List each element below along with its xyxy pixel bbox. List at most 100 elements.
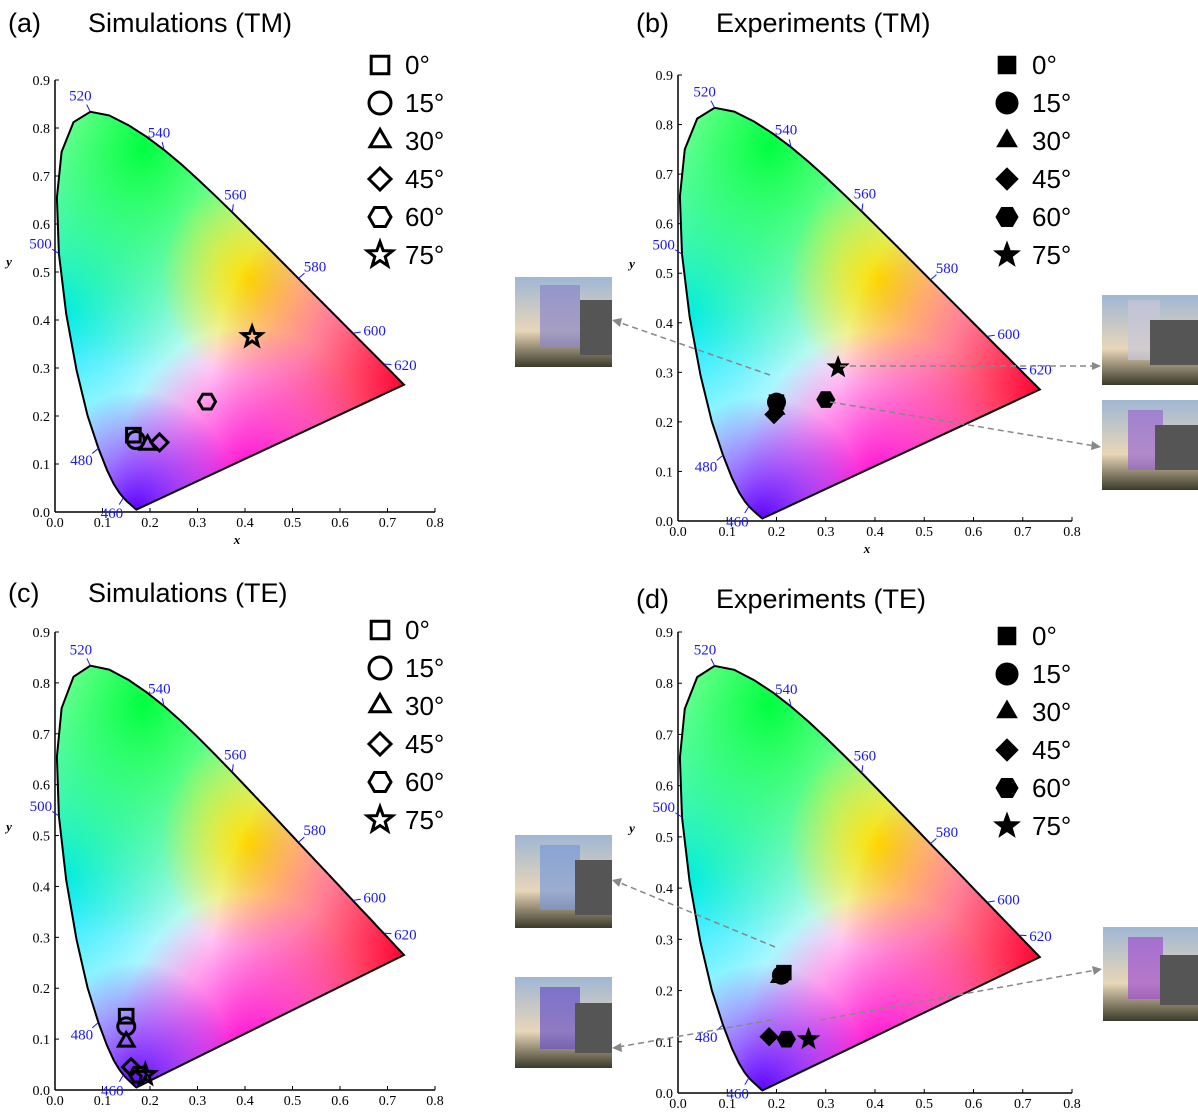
wavelength-label: 600 xyxy=(363,324,386,340)
chart-title: Experiments (TE) xyxy=(716,584,926,614)
panel: 0.00.10.20.30.40.50.60.70.80.00.10.20.30… xyxy=(627,584,1081,1112)
legend-marker xyxy=(996,208,1018,227)
y-tick-label: 0.9 xyxy=(33,74,51,89)
y-tick-label: 0.3 xyxy=(656,366,674,381)
wavelength-tick xyxy=(232,204,233,212)
legend-label: 30° xyxy=(1032,126,1071,156)
x-tick-label: 0.6 xyxy=(965,525,983,540)
wavelength-label: 540 xyxy=(148,682,171,698)
legend-marker xyxy=(369,773,391,792)
x-tick-label: 0.3 xyxy=(189,516,207,531)
wavelength-tick xyxy=(87,105,91,112)
legend-marker xyxy=(996,92,1018,114)
x-tick-label: 0.6 xyxy=(331,516,349,531)
wavelength-tick xyxy=(745,506,749,513)
plots: 0.00.10.20.30.40.50.60.70.80.00.10.20.30… xyxy=(4,8,1081,1112)
wavelength-label: 620 xyxy=(1029,929,1052,945)
gamut-layer xyxy=(678,663,1042,1093)
gamut-fill xyxy=(678,105,1042,521)
chart-title: Simulations (TE) xyxy=(88,578,288,608)
y-tick-label: 0.0 xyxy=(656,515,674,530)
wavelength-label: 580 xyxy=(304,260,327,276)
y-tick-label: 0.6 xyxy=(33,779,51,794)
data-point xyxy=(777,1031,795,1047)
y-axis-label: y xyxy=(627,256,635,271)
y-tick-label: 0.8 xyxy=(33,677,51,692)
wavelength-label: 500 xyxy=(30,799,53,815)
x-tick-label: 0.4 xyxy=(236,1094,254,1109)
y-axis-label: y xyxy=(4,819,12,834)
legend-label: 75° xyxy=(1032,240,1071,270)
panel: 0.00.10.20.30.40.50.60.70.80.00.10.20.30… xyxy=(627,8,1081,556)
legend-label: 60° xyxy=(405,767,444,797)
gamut-layer xyxy=(55,109,407,512)
wavelength-label: 560 xyxy=(224,747,247,763)
y-tick-label: 0.7 xyxy=(656,168,674,183)
wavelength-label: 460 xyxy=(101,1083,124,1099)
legend-label: 15° xyxy=(405,653,444,683)
x-tick-label: 0.4 xyxy=(236,516,254,531)
legend-marker xyxy=(996,663,1018,685)
wavelength-tick xyxy=(711,659,715,666)
wavelength-tick xyxy=(232,764,233,772)
x-tick-label: 0.8 xyxy=(426,1094,444,1109)
x-tick-label: 0.7 xyxy=(379,1094,397,1109)
x-tick-label: 0.2 xyxy=(141,516,159,531)
wavelength-label: 560 xyxy=(854,187,877,203)
legend-label: 60° xyxy=(1032,202,1071,232)
y-tick-label: 0.8 xyxy=(656,677,674,692)
legend-marker xyxy=(996,739,1018,761)
legend-label: 15° xyxy=(405,88,444,118)
y-axis-label: y xyxy=(4,254,12,269)
y-tick-label: 0.4 xyxy=(33,880,51,895)
wavelength-tick xyxy=(119,1075,123,1082)
y-tick-label: 0.2 xyxy=(33,982,51,997)
wavelength-label: 520 xyxy=(693,85,716,101)
wavelength-tick xyxy=(92,1022,98,1027)
panel-label: (c) xyxy=(8,578,39,608)
legend-marker xyxy=(997,701,1017,718)
y-tick-label: 0.9 xyxy=(656,69,674,84)
legend-label: 45° xyxy=(405,164,444,194)
y-tick-label: 0.0 xyxy=(656,1087,674,1102)
y-tick-label: 0.9 xyxy=(656,626,674,641)
panel-label: (d) xyxy=(636,584,669,614)
x-tick-label: 0.3 xyxy=(817,525,835,540)
legend-marker xyxy=(369,733,391,755)
wavelength-label: 560 xyxy=(224,187,247,203)
y-tick-label: 0.4 xyxy=(656,317,674,332)
gamut-fill xyxy=(55,109,407,512)
y-tick-label: 0.5 xyxy=(656,831,674,846)
wavelength-label: 620 xyxy=(1029,362,1052,378)
legend-marker xyxy=(367,807,392,831)
y-tick-label: 0.8 xyxy=(656,119,674,134)
legend-label: 0° xyxy=(1032,50,1057,80)
wavelength-label: 520 xyxy=(70,642,93,658)
y-tick-label: 0.7 xyxy=(33,728,51,743)
x-tick-label: 0.8 xyxy=(1063,525,1081,540)
legend-label: 30° xyxy=(405,691,444,721)
wavelength-label: 620 xyxy=(394,927,417,943)
legend-label: 75° xyxy=(405,240,444,270)
x-tick-label: 0.5 xyxy=(916,525,934,540)
legend-label: 0° xyxy=(405,50,430,80)
x-tick-label: 0.4 xyxy=(866,1097,884,1112)
legend-marker xyxy=(994,242,1019,266)
legend-label: 75° xyxy=(405,805,444,835)
legend-label: 15° xyxy=(1032,659,1071,689)
wavelength-label: 460 xyxy=(101,506,124,522)
panel: 0.00.10.20.30.40.50.60.70.80.00.10.20.30… xyxy=(4,8,444,547)
x-axis-label: x xyxy=(863,541,871,556)
x-tick-label: 0.7 xyxy=(1014,1097,1032,1112)
x-tick-label: 0.7 xyxy=(379,516,397,531)
wavelength-label: 560 xyxy=(854,748,877,764)
wavelength-label: 500 xyxy=(29,237,52,253)
wavelength-tick xyxy=(119,498,123,505)
x-tick-label: 0.8 xyxy=(1063,1097,1081,1112)
wavelength-tick xyxy=(87,658,90,665)
x-tick-label: 0.6 xyxy=(965,1097,983,1112)
wavelength-label: 540 xyxy=(775,123,798,139)
legend-marker xyxy=(369,92,391,114)
x-tick-label: 0.3 xyxy=(817,1097,835,1112)
legend-label: 30° xyxy=(405,126,444,156)
